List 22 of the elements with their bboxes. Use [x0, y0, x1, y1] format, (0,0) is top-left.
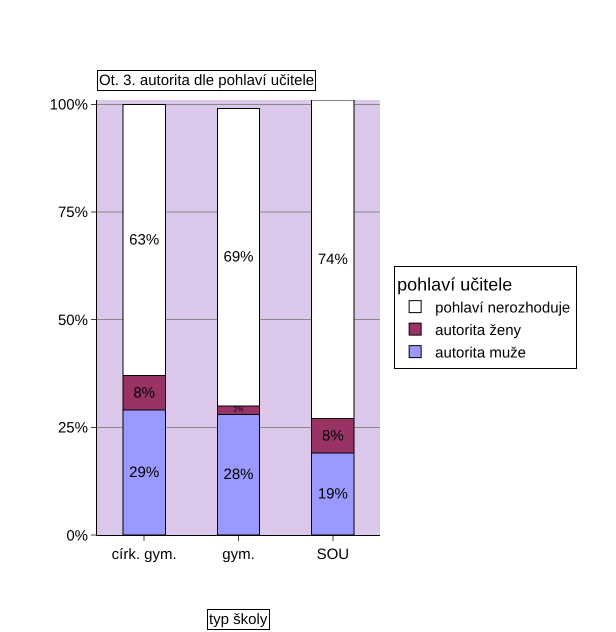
- x-axis-title: typ školy: [209, 611, 268, 628]
- y-tick-label: 25%: [58, 420, 88, 437]
- legend-label: autorita muže: [435, 344, 526, 362]
- data-label: 63%: [129, 231, 160, 248]
- data-label: 8%: [322, 427, 344, 444]
- data-label: 74%: [318, 250, 348, 268]
- x-tick-label: SOU: [316, 546, 350, 563]
- y-tick-label: 50%: [58, 312, 88, 329]
- data-label: 69%: [223, 248, 254, 266]
- data-label: 28%: [223, 466, 254, 484]
- data-label: 29%: [129, 464, 160, 482]
- chart-title: Ot. 3. autorita dle pohlaví učitele: [99, 72, 314, 89]
- y-tick-label: 100%: [50, 96, 88, 114]
- x-tick-label: círk. gym.: [112, 546, 177, 563]
- y-tick-label: 75%: [58, 204, 88, 222]
- legend-label: autorita ženy: [435, 322, 522, 339]
- data-label: 19%: [318, 486, 348, 503]
- y-tick-label: 0%: [66, 527, 88, 544]
- legend-label: pohlaví nerozhoduje: [435, 300, 570, 316]
- legend-title: pohlaví učitele: [397, 274, 512, 294]
- x-tick-label: gym.: [222, 546, 255, 563]
- data-label: 8%: [133, 384, 156, 402]
